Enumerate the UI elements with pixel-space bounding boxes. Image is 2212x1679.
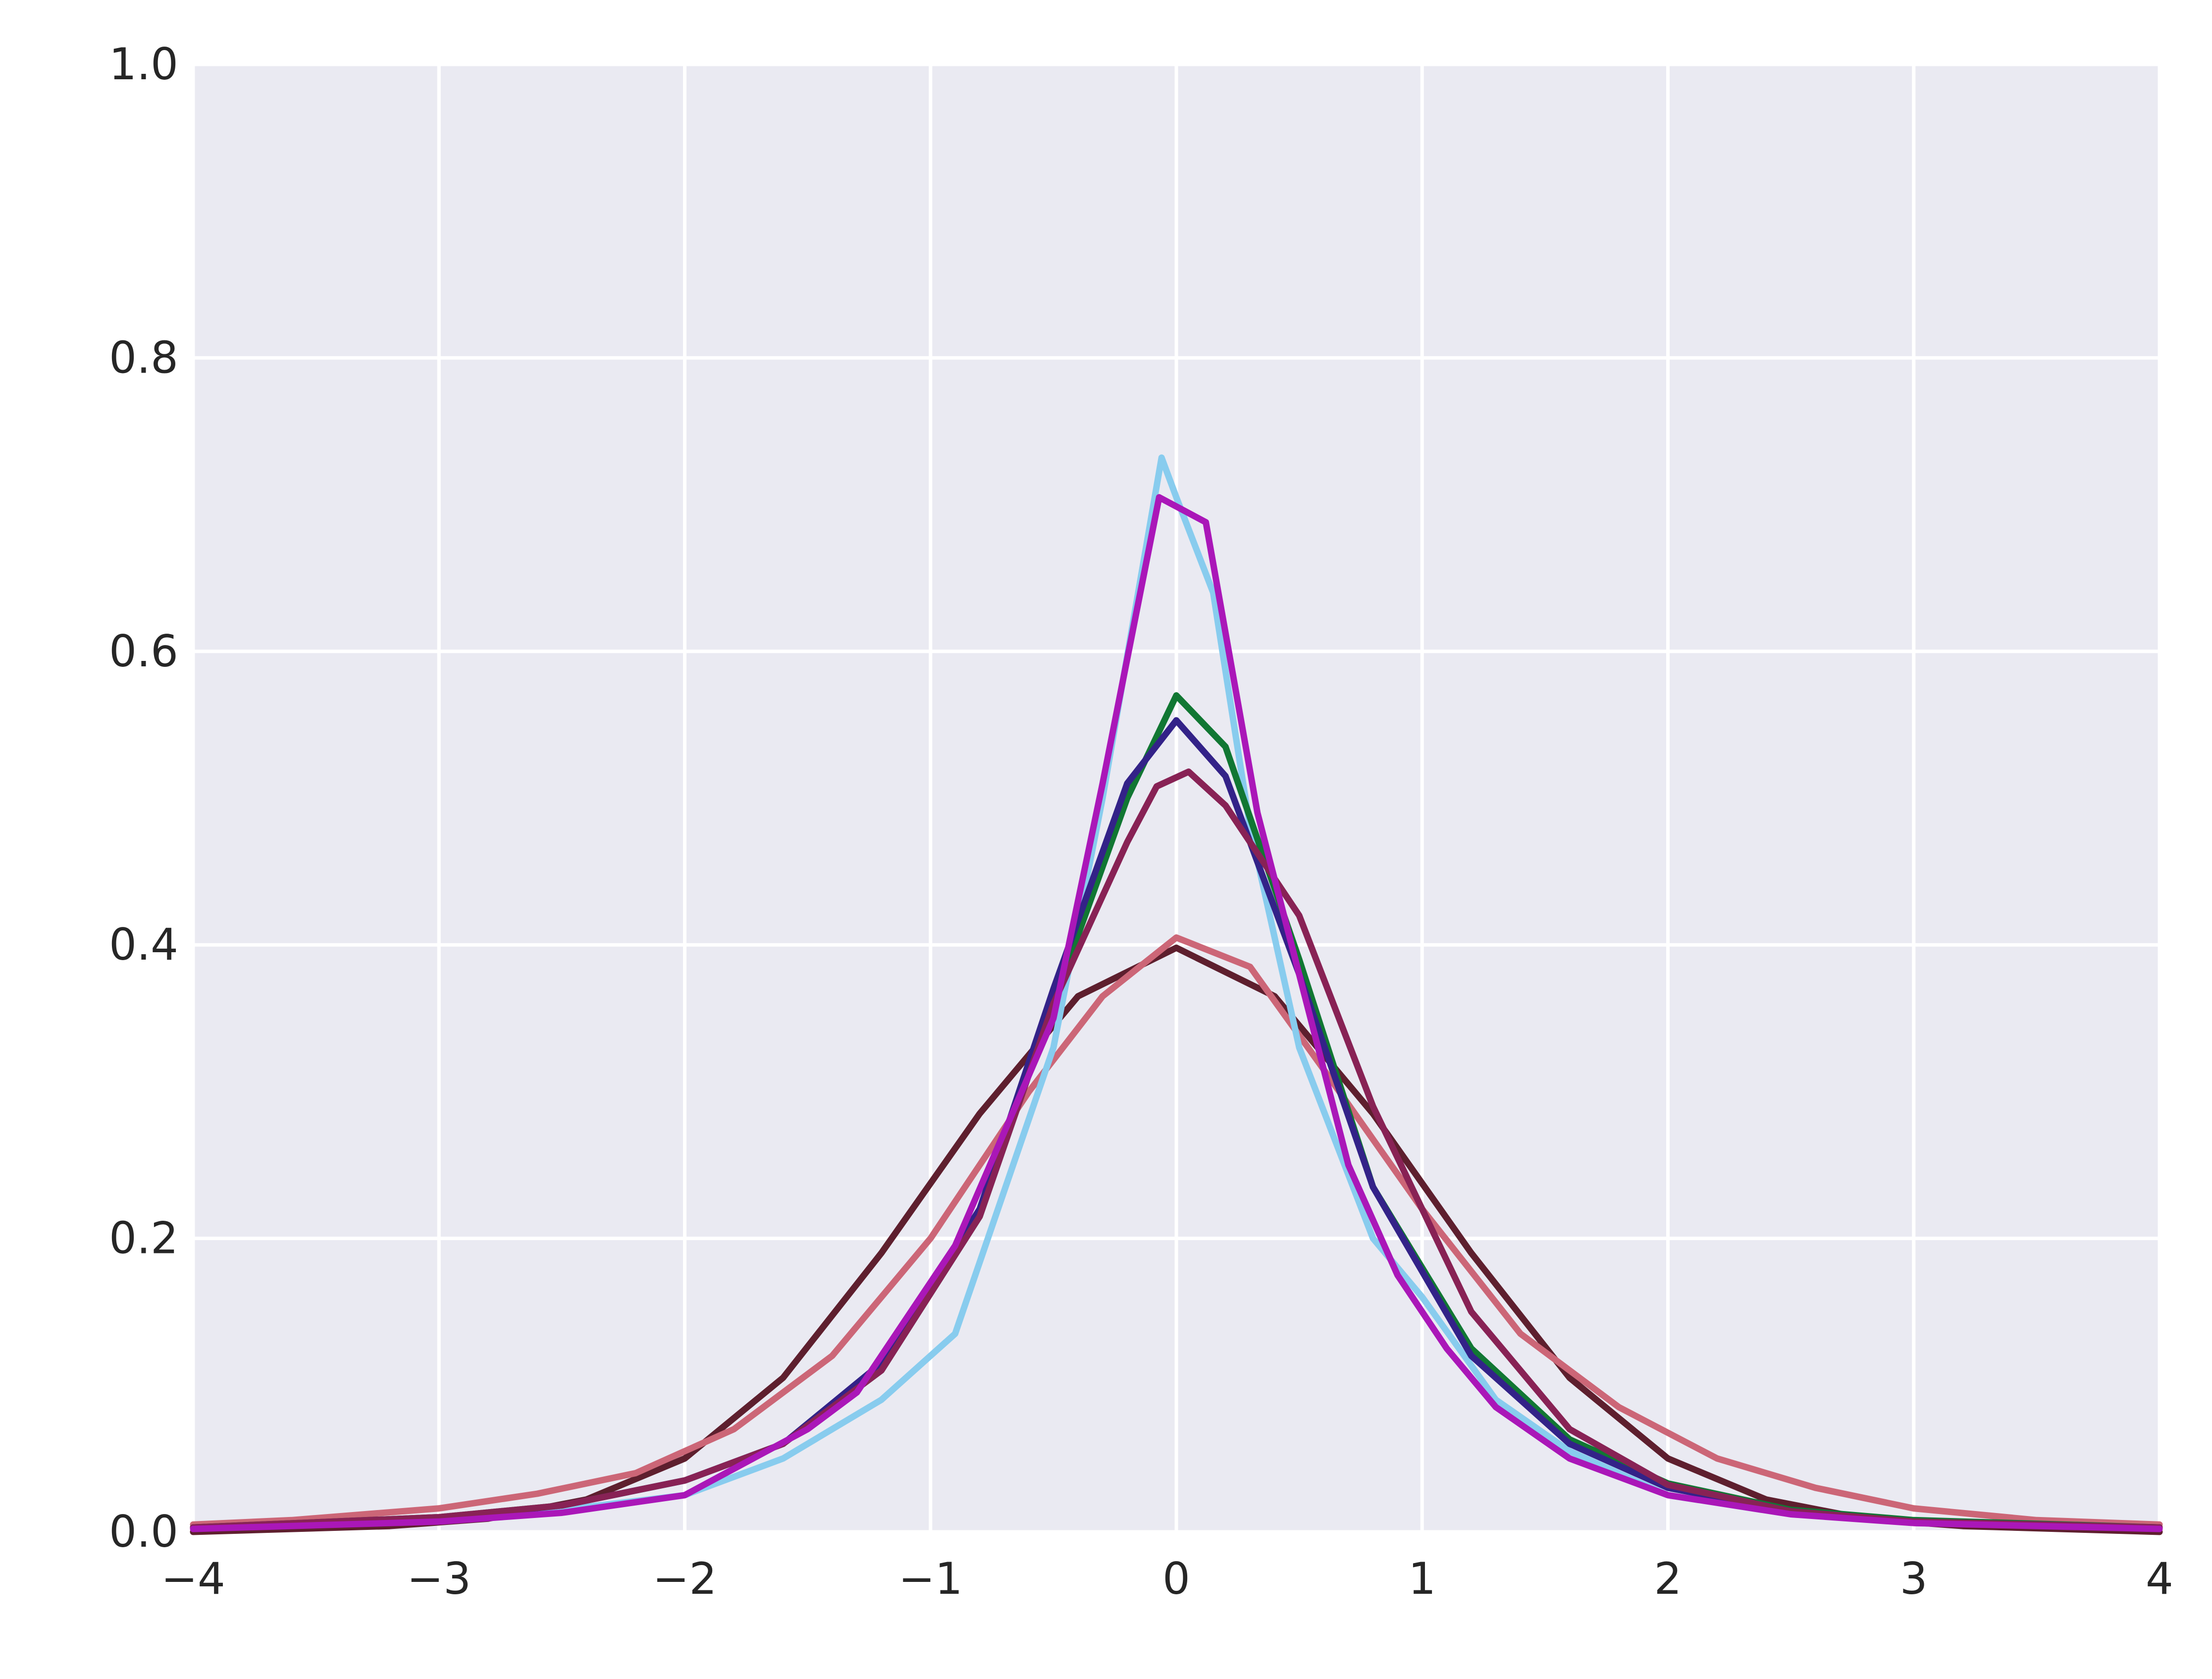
y-tick-label: 0.0 [109, 1506, 178, 1557]
series-line-3 [190, 454, 2163, 1531]
series-line-6 [190, 768, 2163, 1531]
x-tick-label: 3 [1900, 1553, 1928, 1604]
series-lines [190, 454, 2163, 1535]
y-tick-label: 1.0 [109, 39, 178, 90]
x-tick-label: 2 [1654, 1553, 1682, 1604]
x-tick-label: 1 [1408, 1553, 1436, 1604]
x-tick-label: −2 [653, 1553, 717, 1604]
x-tick-label: −3 [407, 1553, 471, 1604]
grid-lines [191, 62, 2161, 1534]
y-axis-tick-labels: 0.0 0.2 0.4 0.6 0.8 1.0 [109, 39, 178, 1557]
x-tick-label: 0 [1162, 1553, 1190, 1604]
x-tick-label: −1 [898, 1553, 963, 1604]
y-tick-label: 0.6 [109, 626, 178, 677]
x-tick-label: −4 [161, 1553, 225, 1604]
x-tick-label: 4 [2146, 1553, 2173, 1604]
y-tick-label: 0.4 [109, 919, 178, 970]
x-axis-tick-labels: −4 −3 −2 −1 0 1 2 3 4 [161, 1553, 2173, 1604]
y-tick-label: 0.2 [109, 1213, 178, 1264]
series-line-2 [190, 934, 2163, 1528]
y-tick-label: 0.8 [109, 332, 178, 383]
series-line-7 [190, 494, 2163, 1532]
